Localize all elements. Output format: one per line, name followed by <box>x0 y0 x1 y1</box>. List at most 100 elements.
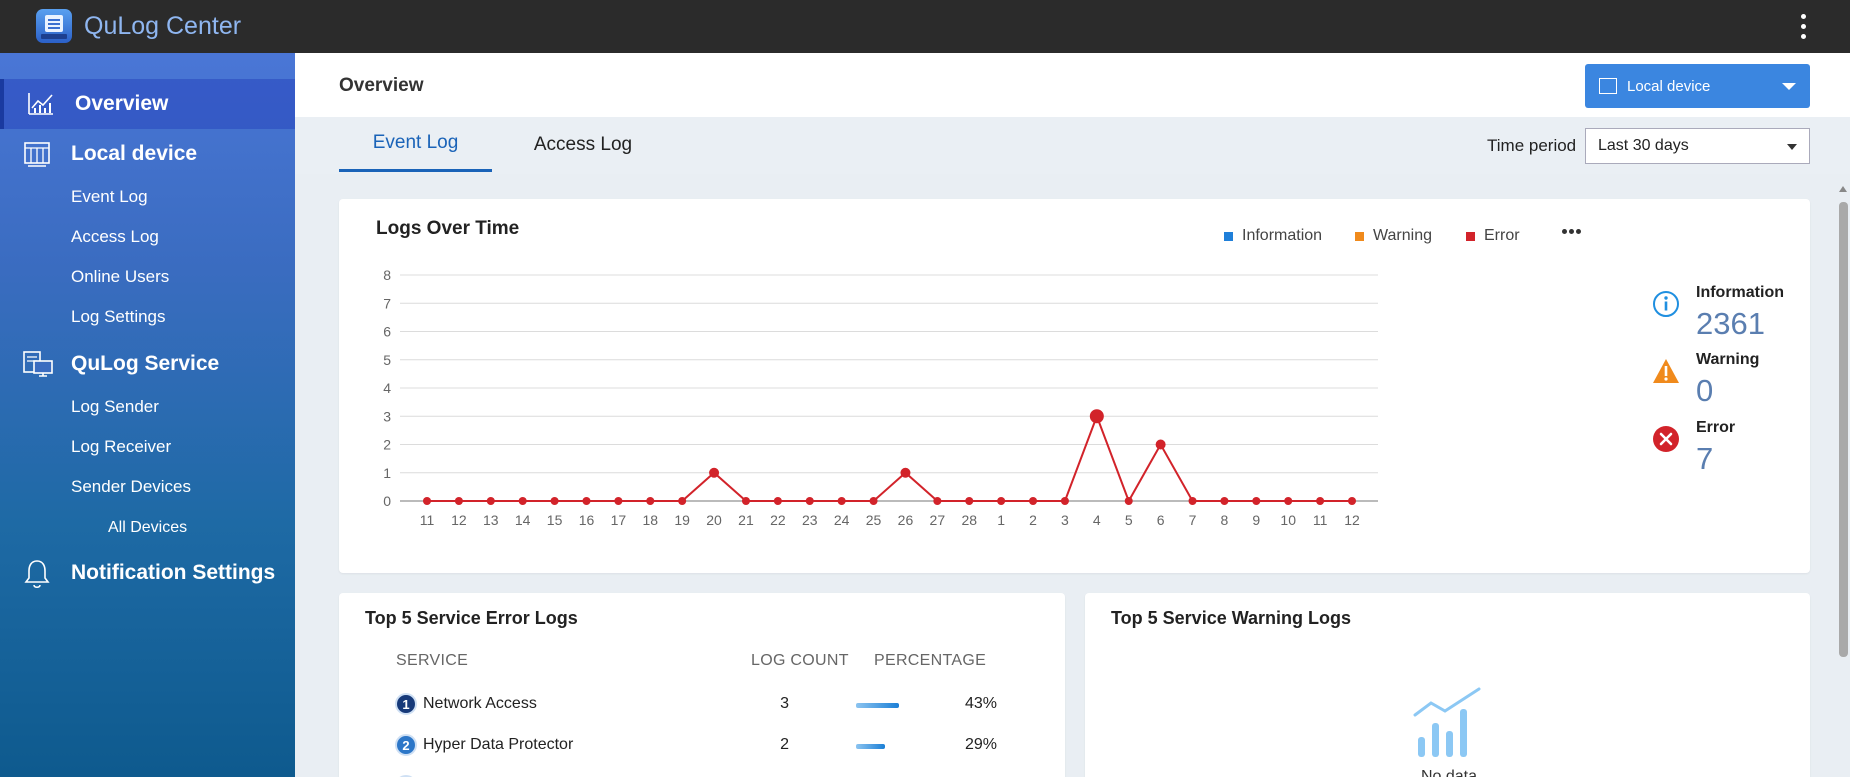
data-point <box>678 497 687 505</box>
data-point <box>518 497 527 505</box>
y-tick-label: 8 <box>383 267 391 283</box>
legend-swatch <box>1224 231 1233 241</box>
service-name: Hyper Data Protector <box>423 736 574 753</box>
data-point <box>1252 497 1261 505</box>
more-options-icon[interactable] <box>1562 229 1582 235</box>
legend-label: Warning <box>1373 227 1432 244</box>
percentage-bar <box>856 703 899 708</box>
content-header: Overview Local device <box>295 53 1850 117</box>
device-selector-label: Local device <box>1627 77 1711 95</box>
sidebar-item-label: Event Log <box>71 187 148 206</box>
sidebar-item-qulog-service[interactable]: QuLog Service <box>0 339 295 389</box>
data-point <box>1348 497 1356 505</box>
percentage-value: 29% <box>964 736 997 753</box>
time-period-value: Last 30 days <box>1598 137 1689 154</box>
no-data-chart-icon <box>1413 687 1481 757</box>
sidebar-item-event-log[interactable]: Event Log <box>0 179 295 215</box>
data-point <box>773 497 782 505</box>
x-tick-label: 16 <box>579 512 595 528</box>
sidebar-item-label: Log Receiver <box>71 437 172 456</box>
qulog-logo-icon <box>36 9 72 43</box>
content-scrollbar[interactable] <box>1836 180 1850 777</box>
data-point <box>837 497 846 505</box>
service-icon <box>22 349 62 379</box>
x-tick-label: 9 <box>1252 512 1260 528</box>
warning-logs-card: Top 5 Service Warning Logs No data <box>1085 593 1810 777</box>
x-tick-label: 20 <box>706 512 722 528</box>
sidebar-item-label: Log Settings <box>71 307 166 326</box>
app-title: QuLog Center <box>84 12 242 40</box>
sidebar-item-label: Overview <box>75 92 169 115</box>
x-tick-label: 11 <box>1313 512 1328 528</box>
sidebar-item-sender-devices[interactable]: Sender Devices <box>0 469 295 505</box>
sidebar-item-overview[interactable]: Overview <box>0 79 295 129</box>
error-logs-title: Top 5 Service Error Logs <box>365 608 578 628</box>
sidebar-item-label: Local device <box>71 142 198 165</box>
time-period-label: Time period <box>1487 136 1577 155</box>
legend-item-error[interactable]: Error <box>1466 227 1520 245</box>
scroll-up-icon[interactable] <box>1839 186 1847 192</box>
legend-item-warning[interactable]: Warning <box>1355 227 1432 245</box>
data-point <box>997 497 1006 505</box>
tab-label: Access Log <box>533 133 633 155</box>
chart-icon <box>26 89 66 119</box>
sidebar-item-label: Log Sender <box>71 397 159 416</box>
percentage-value: 43% <box>964 695 997 712</box>
data-point <box>550 497 559 505</box>
sidebar-item-all-devices[interactable]: All Devices <box>0 511 295 545</box>
y-tick-label: 1 <box>383 465 391 481</box>
time-period-select[interactable]: Last 30 days <box>1585 128 1810 164</box>
x-tick-label: 3 <box>1061 512 1069 528</box>
info-icon <box>1653 291 1679 317</box>
sidebar-item-notification-settings[interactable]: Notification Settings <box>0 548 295 598</box>
top-bar: QuLog Center <box>0 0 1850 53</box>
data-point <box>805 497 814 505</box>
x-tick-label: 13 <box>483 512 499 528</box>
data-point <box>582 497 591 505</box>
sidebar-item-label: Access Log <box>71 227 159 246</box>
data-point <box>1155 439 1166 450</box>
x-tick-label: 7 <box>1189 512 1197 528</box>
data-point <box>1124 497 1133 505</box>
y-tick-label: 2 <box>383 437 391 453</box>
data-point <box>1284 497 1293 505</box>
table-row[interactable] <box>339 767 1067 777</box>
x-tick-label: 19 <box>674 512 690 528</box>
legend-label: Error <box>1484 227 1520 244</box>
device-selector-button[interactable]: Local device <box>1585 64 1810 108</box>
device-icon <box>22 139 62 169</box>
table-row[interactable]: 2 Hyper Data Protector 2 29% <box>339 726 1067 760</box>
chevron-down-icon <box>1782 83 1796 90</box>
tab-bar: Event Log Access Log Time period Last 30… <box>295 117 1850 174</box>
x-tick-label: 28 <box>961 512 977 528</box>
sidebar-item-log-settings[interactable]: Log Settings <box>0 299 295 335</box>
sidebar-item-log-sender[interactable]: Log Sender <box>0 389 295 425</box>
data-point <box>1029 497 1038 505</box>
sidebar-item-online-users[interactable]: Online Users <box>0 259 295 295</box>
data-point <box>1316 497 1325 505</box>
data-point <box>1220 497 1229 505</box>
x-tick-label: 11 <box>420 512 435 528</box>
no-data-text: No data <box>1420 768 1478 777</box>
data-point <box>1188 497 1197 505</box>
x-tick-label: 17 <box>611 512 627 528</box>
legend-item-information[interactable]: Information <box>1224 227 1322 245</box>
sidebar-item-label: Notification Settings <box>71 561 276 584</box>
kebab-menu-icon[interactable] <box>1796 14 1810 40</box>
tab-event-log[interactable]: Event Log <box>339 117 492 172</box>
data-point <box>933 497 942 505</box>
x-tick-label: 18 <box>642 512 658 528</box>
table-row[interactable]: 1 Network Access 3 43% <box>339 685 1067 719</box>
x-tick-label: 22 <box>770 512 786 528</box>
scrollbar-thumb[interactable] <box>1839 202 1848 657</box>
y-tick-label: 0 <box>383 493 391 509</box>
error-logs-card: Top 5 Service Error Logs SERVICE LOG COU… <box>339 593 1065 777</box>
sidebar-item-label: Online Users <box>71 267 170 286</box>
data-point <box>646 497 655 505</box>
sidebar-item-log-receiver[interactable]: Log Receiver <box>0 429 295 465</box>
error-icon <box>1653 426 1679 452</box>
tab-access-log[interactable]: Access Log <box>498 117 668 172</box>
sidebar-item-access-log[interactable]: Access Log <box>0 219 295 255</box>
sidebar-item-local-device[interactable]: Local device <box>0 129 295 179</box>
